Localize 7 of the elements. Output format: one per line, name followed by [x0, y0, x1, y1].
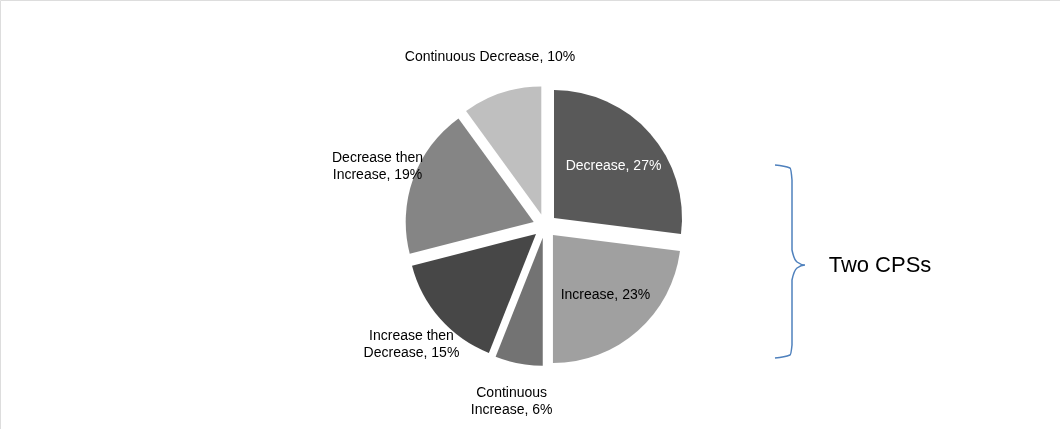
- slice-label: Decrease, 27%: [565, 156, 662, 173]
- text: Two CPSs: [828, 252, 932, 277]
- slice-label: Continuous Increase, 6%: [470, 383, 553, 417]
- slice-label: Decrease then Increase, 19%: [331, 148, 424, 182]
- slice-label: Increase then Decrease, 15%: [363, 326, 460, 360]
- slice-label: Continuous Decrease, 10%: [404, 47, 576, 64]
- slice-label: Increase, 23%: [560, 285, 651, 302]
